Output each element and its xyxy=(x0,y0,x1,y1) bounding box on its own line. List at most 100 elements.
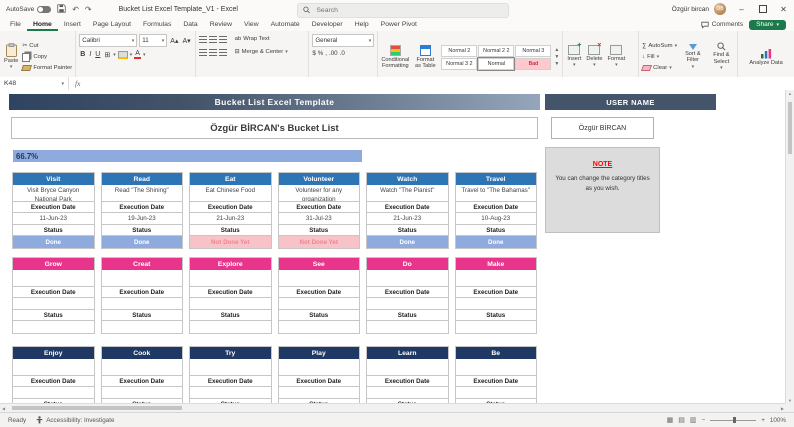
paste-dropdown-icon[interactable]: ▾ xyxy=(9,64,13,71)
bucket-item-description[interactable]: Watch "The Pianist" xyxy=(380,187,435,194)
bottom-align-icon[interactable] xyxy=(218,35,227,43)
redo-icon[interactable]: ↷ xyxy=(84,4,92,14)
insert-cells-button[interactable]: Insert ▾ xyxy=(566,34,582,80)
borders-button[interactable]: ⊞ xyxy=(104,51,111,59)
execution-date-value[interactable] xyxy=(190,298,271,309)
bucket-item-description[interactable] xyxy=(102,270,183,286)
execution-date-value[interactable] xyxy=(279,298,360,309)
execution-date-value[interactable] xyxy=(13,387,94,398)
category-header[interactable]: Cook xyxy=(101,347,182,359)
comma-style-button[interactable]: , xyxy=(325,50,328,57)
fill-color-dropdown-icon[interactable]: ▾ xyxy=(129,51,133,58)
vertical-scroll-thumb[interactable] xyxy=(787,102,792,154)
italic-button[interactable]: I xyxy=(89,51,92,58)
fill-color-button[interactable] xyxy=(117,50,128,59)
zoom-out-button[interactable]: − xyxy=(701,416,706,424)
category-header[interactable]: Visit xyxy=(13,173,94,185)
scroll-left-icon[interactable]: ◀ xyxy=(2,405,6,411)
analyze-data-button[interactable]: Analyze Data xyxy=(741,34,791,80)
category-header[interactable]: Volunteer xyxy=(278,173,359,185)
find-select-button[interactable]: Find & Select ▾ xyxy=(709,34,735,80)
bucket-item-description[interactable]: Visit Bryce Canyon National Park xyxy=(27,187,80,201)
status-value[interactable] xyxy=(279,321,360,333)
cell-style-normal-2[interactable]: Normal 2 xyxy=(441,44,478,57)
execution-date-value[interactable]: 21-Jun-23 xyxy=(393,215,422,222)
category-header[interactable]: Grow xyxy=(13,258,94,270)
format-as-table-button[interactable]: Format as Table xyxy=(412,34,438,80)
wrap-text-button[interactable]: ab Wrap Text xyxy=(235,34,270,44)
tab-help[interactable]: Help xyxy=(354,21,369,28)
zoom-slider[interactable] xyxy=(710,417,757,423)
account-name[interactable]: Özgür bircan xyxy=(671,5,709,13)
format-painter-button[interactable]: Format Painter xyxy=(21,63,72,73)
number-format-select[interactable]: General ▾ xyxy=(312,34,375,47)
tab-insert[interactable]: Insert xyxy=(63,21,81,28)
category-header[interactable]: Learn xyxy=(367,347,448,359)
avatar[interactable]: ÖB xyxy=(714,3,726,15)
bucket-item-description[interactable] xyxy=(367,359,448,375)
execution-date-value[interactable] xyxy=(279,387,360,398)
category-header[interactable]: Eat xyxy=(190,173,271,185)
center-icon[interactable] xyxy=(208,48,217,56)
cut-button[interactable]: ✂ Cut xyxy=(22,41,72,51)
page-layout-view-icon[interactable]: ▤ xyxy=(678,417,685,424)
bucket-item-description[interactable]: Eat Chinese Food xyxy=(205,187,256,194)
status-value[interactable]: Done xyxy=(455,236,536,248)
shrink-font-button[interactable]: A▾ xyxy=(182,37,191,45)
list-title[interactable]: Özgür BİRCAN's Bucket List xyxy=(11,117,538,139)
bucket-item-description[interactable] xyxy=(456,270,537,286)
bold-button[interactable]: B xyxy=(80,51,86,58)
tab-view[interactable]: View xyxy=(244,21,259,28)
merge-center-button[interactable]: ⊟ Merge & Center ▾ xyxy=(235,47,288,57)
gallery-up-icon[interactable]: ▲ xyxy=(554,47,560,53)
status-value[interactable] xyxy=(102,321,183,333)
scroll-right-icon[interactable]: ▶ xyxy=(780,405,784,411)
category-header[interactable]: Watch xyxy=(367,173,448,185)
bucket-item-description[interactable] xyxy=(456,359,537,375)
tab-review[interactable]: Review xyxy=(209,21,232,28)
delete-cells-button[interactable]: Delete ▾ xyxy=(585,34,603,80)
font-name-select[interactable]: Calibri ▾ xyxy=(79,34,138,47)
cell-style-normal[interactable]: Normal xyxy=(477,56,516,71)
category-header[interactable]: Try xyxy=(190,347,271,359)
execution-date-value[interactable] xyxy=(102,387,183,398)
font-color-dropdown-icon[interactable]: ▾ xyxy=(142,51,146,58)
category-header[interactable]: Enjoy xyxy=(13,347,94,359)
bucket-item-description[interactable] xyxy=(279,359,360,375)
vertical-scrollbar[interactable]: ▲ ▼ xyxy=(785,90,794,404)
tab-home[interactable]: Home xyxy=(27,18,58,31)
middle-align-icon[interactable] xyxy=(208,35,217,43)
search-input[interactable] xyxy=(314,5,503,15)
status-value[interactable] xyxy=(367,321,448,333)
sort-filter-button[interactable]: Sort & Filter ▾ xyxy=(680,34,706,80)
category-header[interactable]: Be xyxy=(455,347,536,359)
font-size-select[interactable]: 11 ▾ xyxy=(139,34,168,47)
category-header[interactable]: Travel xyxy=(455,173,536,185)
bucket-item-description[interactable] xyxy=(13,359,94,375)
search-box[interactable] xyxy=(297,2,509,18)
tab-page-layout[interactable]: Page Layout xyxy=(92,21,132,28)
share-button[interactable]: Share ▾ xyxy=(749,19,786,30)
tab-power-pivot[interactable]: Power Pivot xyxy=(380,21,417,28)
horizontal-scrollbar[interactable]: ◀ ▶ xyxy=(0,403,786,412)
bucket-item-description[interactable] xyxy=(367,270,448,286)
execution-date-value[interactable] xyxy=(13,298,94,309)
bucket-item-description[interactable]: Volunteer for any organization xyxy=(295,187,343,201)
bucket-item-description[interactable] xyxy=(190,270,271,286)
tab-data[interactable]: Data xyxy=(183,21,198,28)
name-box[interactable]: K48 ▾ xyxy=(0,77,69,90)
category-header[interactable]: See xyxy=(278,258,359,270)
status-value[interactable]: Not Done Yet xyxy=(190,236,271,248)
borders-dropdown-icon[interactable]: ▾ xyxy=(113,51,116,58)
bucket-item-description[interactable] xyxy=(102,359,183,375)
fill-button[interactable]: ↓ Fill ▾ xyxy=(642,52,677,62)
category-header[interactable]: Explore xyxy=(190,258,271,270)
status-value[interactable]: Done xyxy=(367,236,448,248)
category-header[interactable]: Do xyxy=(367,258,448,270)
status-value[interactable] xyxy=(456,321,537,333)
save-icon[interactable] xyxy=(57,3,66,15)
autosum-button[interactable]: ∑ AutoSum ▾ xyxy=(642,41,677,51)
bucket-item-description[interactable] xyxy=(13,270,94,286)
execution-date-value[interactable] xyxy=(102,298,183,309)
tab-developer[interactable]: Developer xyxy=(311,21,343,28)
